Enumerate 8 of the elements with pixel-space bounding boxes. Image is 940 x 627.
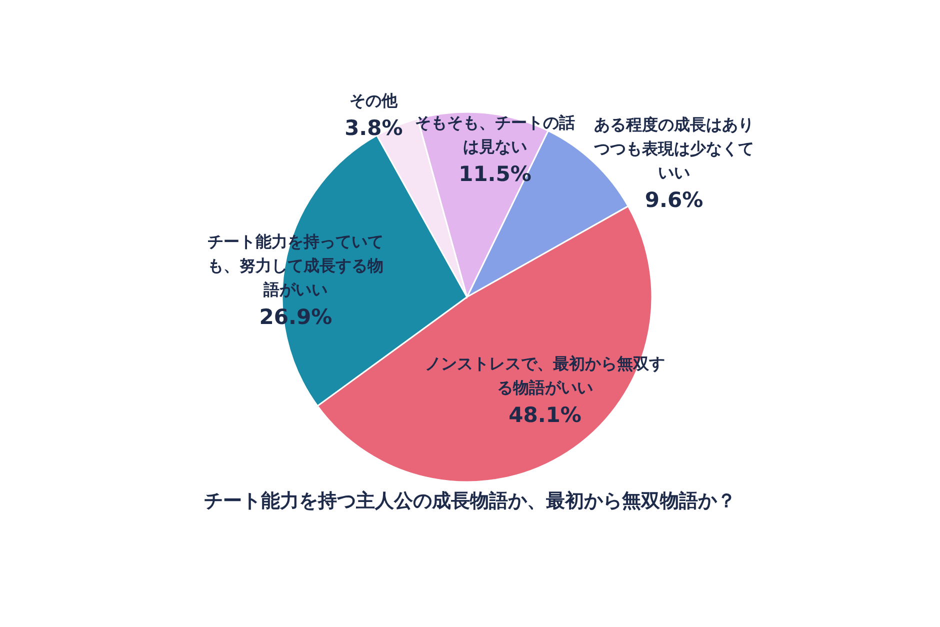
data-label: 9.6%: [644, 187, 704, 214]
slice-label: そもそも、チートの話は見ない: [414, 112, 576, 158]
data-label: 11.5%: [458, 160, 532, 188]
slice-label: その他: [348, 90, 399, 112]
slice-label: ある程度の成長はありつつも表現は少なくていい: [593, 114, 756, 184]
data-label: 3.8%: [344, 116, 403, 140]
text: チート能力を持つ主人公の成長物語か、最初から無双物語か？: [203, 489, 737, 514]
data-label: 48.1%: [508, 402, 582, 429]
